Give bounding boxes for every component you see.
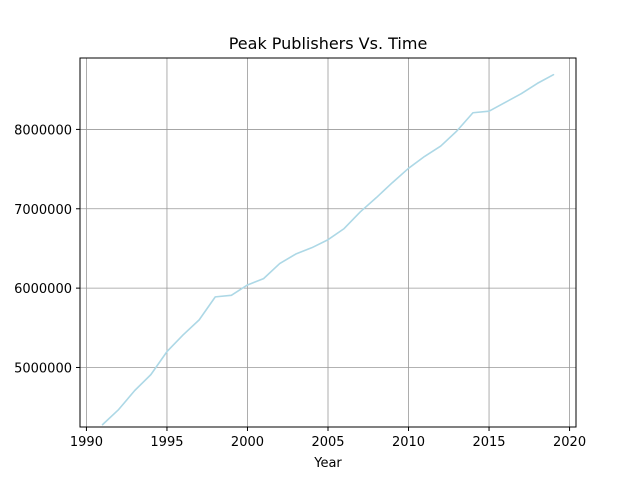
y-axis: 5000000 6000000 7000000 8000000	[14, 123, 80, 376]
x-tick-label: 2015	[472, 435, 505, 450]
x-tick-label: 2010	[392, 435, 425, 450]
x-tick-label: 1990	[70, 435, 103, 450]
y-tick-label: 8000000	[14, 123, 72, 138]
x-axis: 1990 1995 2000 2005 2010 2015 2020	[70, 427, 586, 450]
x-tick-label: 2000	[231, 435, 264, 450]
y-tick-label: 7000000	[14, 203, 72, 218]
x-axis-label: Year	[313, 456, 342, 471]
y-tick-label: 6000000	[14, 282, 72, 297]
x-tick-label: 1995	[150, 435, 183, 450]
y-tick-label: 5000000	[14, 361, 72, 376]
x-tick-label: 2020	[553, 435, 586, 450]
chart-title: Peak Publishers Vs. Time	[229, 34, 428, 53]
series-layer	[101, 73, 555, 426]
x-tick-label: 2005	[311, 435, 344, 450]
grid	[80, 58, 576, 427]
